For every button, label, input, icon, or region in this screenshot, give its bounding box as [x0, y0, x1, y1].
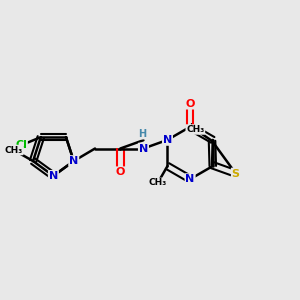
Text: N: N	[139, 143, 148, 154]
Text: O: O	[185, 99, 195, 109]
Text: N: N	[69, 156, 78, 166]
Text: CH₃: CH₃	[186, 125, 205, 134]
Text: H: H	[139, 129, 147, 139]
Text: N: N	[163, 135, 172, 145]
Text: CH₃: CH₃	[4, 146, 23, 154]
Text: S: S	[232, 169, 240, 178]
Text: O: O	[116, 167, 125, 177]
Text: N: N	[49, 171, 58, 181]
Text: Cl: Cl	[15, 140, 27, 150]
Text: CH₃: CH₃	[149, 178, 167, 188]
Text: N: N	[185, 174, 195, 184]
